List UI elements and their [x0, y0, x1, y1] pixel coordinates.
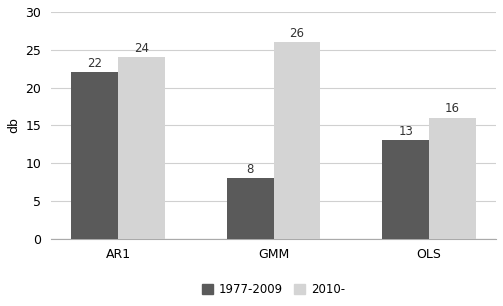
Text: 26: 26 [289, 27, 304, 40]
Text: 16: 16 [445, 103, 460, 115]
Bar [274, 42, 320, 239]
Text: 22: 22 [87, 57, 102, 70]
Text: 13: 13 [398, 125, 413, 138]
Bar [227, 178, 274, 239]
Bar [382, 140, 429, 239]
Text: 8: 8 [246, 163, 254, 176]
Legend: 1977-2009, 2010-: 1977-2009, 2010- [197, 278, 350, 301]
Bar [71, 73, 118, 239]
Y-axis label: db: db [7, 118, 20, 133]
Text: 24: 24 [134, 42, 149, 55]
Bar [429, 118, 476, 239]
Bar [118, 57, 164, 239]
